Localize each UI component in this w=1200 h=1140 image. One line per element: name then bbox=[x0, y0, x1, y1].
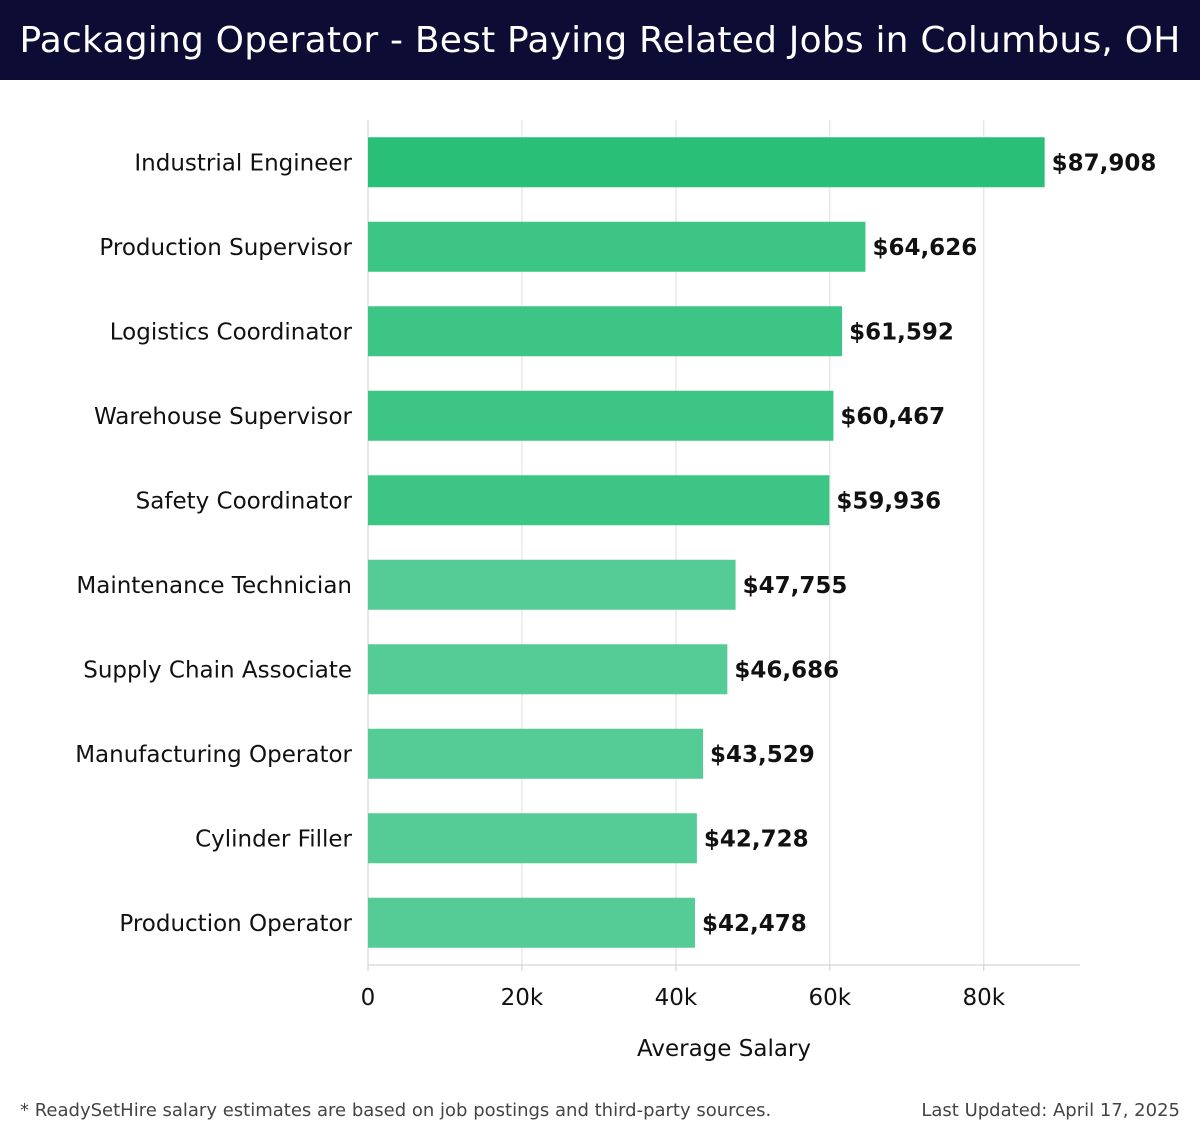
category-label: Supply Chain Associate bbox=[83, 657, 352, 683]
category-label: Warehouse Supervisor bbox=[94, 404, 353, 430]
bar bbox=[368, 559, 736, 610]
value-label: $60,467 bbox=[840, 404, 945, 430]
value-label: $46,686 bbox=[734, 657, 839, 683]
chart-header: Packaging Operator - Best Paying Related… bbox=[0, 0, 1200, 80]
value-label: $59,936 bbox=[836, 488, 941, 514]
x-tick-label: 20k bbox=[501, 985, 544, 1011]
value-label: $43,529 bbox=[710, 742, 815, 768]
bar-chart: Industrial Engineer $87,908 Production Sup… bbox=[75, 120, 1157, 1062]
value-label: $42,478 bbox=[702, 911, 807, 937]
category-label: Logistics Coordinator bbox=[110, 319, 353, 345]
x-axis-title: Average Salary bbox=[637, 1036, 811, 1062]
bar bbox=[368, 221, 866, 272]
bar bbox=[368, 897, 695, 948]
category-label: Industrial Engineer bbox=[134, 150, 352, 176]
bar bbox=[368, 813, 697, 864]
category-label: Production Supervisor bbox=[99, 235, 352, 261]
bar bbox=[368, 644, 728, 695]
bar bbox=[368, 390, 834, 441]
value-label: $64,626 bbox=[872, 235, 977, 261]
value-label: $87,908 bbox=[1052, 150, 1157, 176]
value-label: $47,755 bbox=[743, 573, 848, 599]
x-tick-label: 60k bbox=[809, 985, 852, 1011]
last-updated: Last Updated: April 17, 2025 bbox=[921, 1100, 1180, 1121]
category-label: Maintenance Technician bbox=[76, 573, 352, 599]
category-label: Safety Coordinator bbox=[136, 488, 353, 514]
category-label: Manufacturing Operator bbox=[75, 742, 352, 768]
category-label: Cylinder Filler bbox=[195, 826, 352, 852]
bar bbox=[368, 137, 1045, 188]
bar bbox=[368, 475, 830, 526]
value-label: $42,728 bbox=[704, 826, 809, 852]
bar bbox=[368, 728, 704, 779]
x-tick-label: 80k bbox=[962, 985, 1005, 1011]
category-label: Production Operator bbox=[119, 911, 352, 937]
value-label: $61,592 bbox=[849, 319, 954, 345]
footer-note: * ReadySetHire salary estimates are base… bbox=[20, 1100, 772, 1121]
bar bbox=[368, 306, 843, 357]
x-tick-label: 40k bbox=[655, 985, 698, 1011]
x-tick-label: 0 bbox=[361, 985, 376, 1011]
chart-title: Packaging Operator - Best Paying Related… bbox=[19, 19, 1181, 61]
